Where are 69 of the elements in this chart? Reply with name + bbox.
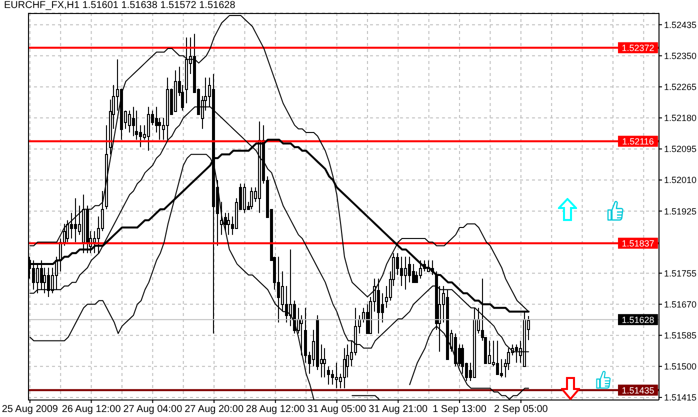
candlestick xyxy=(147,106,150,152)
candlestick xyxy=(158,117,161,140)
candlestick xyxy=(32,260,35,290)
x-tick-label: 31 Aug 21:00 xyxy=(368,404,428,416)
x-tick-label: 25 Aug 2009 xyxy=(2,404,58,416)
candlestick xyxy=(400,256,403,286)
candlestick xyxy=(128,110,131,133)
candlestick xyxy=(40,260,43,290)
candlestick xyxy=(250,186,253,210)
y-tick-label: 1.52265 xyxy=(664,82,697,92)
y-tick-label: 1.52435 xyxy=(664,20,697,30)
candlestick xyxy=(404,256,407,290)
y-tick-label: 1.52350 xyxy=(664,50,697,61)
y-tick-label: 1.51415 xyxy=(664,392,697,403)
x-tick-label: 27 Aug 20:00 xyxy=(184,404,244,416)
ref-line-label: 1.51435 xyxy=(622,385,654,396)
ref-line-label: 1.51837 xyxy=(622,238,654,248)
x-tick-label: 28 Aug 12:00 xyxy=(246,404,306,416)
candlestick xyxy=(132,106,135,137)
candlestick xyxy=(335,362,338,389)
y-tick-label: 1.51670 xyxy=(664,299,697,310)
candlestick xyxy=(343,348,346,389)
y-tick-label: 1.51755 xyxy=(664,268,697,278)
candlestick xyxy=(63,223,66,246)
candlestick xyxy=(500,358,503,378)
candlestick xyxy=(331,370,334,386)
chart-title: EURCHF_FX,H1 1.51601 1.51638 1.51572 1.51628 xyxy=(4,0,236,12)
candlestick xyxy=(366,304,369,334)
x-tick-label: 26 Aug 12:00 xyxy=(62,404,122,416)
candlestick xyxy=(412,264,415,283)
y-tick-label: 1.52095 xyxy=(664,144,697,154)
candlestick xyxy=(323,348,326,378)
candlestick xyxy=(220,201,223,236)
candlestick xyxy=(461,344,464,374)
candlestick xyxy=(70,212,73,239)
ref-line-label: 1.52372 xyxy=(622,42,654,53)
y-tick-label: 1.52180 xyxy=(664,113,697,124)
candlestick xyxy=(419,260,422,280)
candlestick xyxy=(74,198,77,243)
candlestick xyxy=(135,110,138,140)
candlestick xyxy=(47,267,50,298)
ref-line-label: 1.52116 xyxy=(622,136,654,146)
candlestick xyxy=(289,248,292,327)
candlestick xyxy=(43,267,46,294)
x-tick-label: 2 Sep 05:00 xyxy=(494,404,548,416)
candlestick xyxy=(496,340,499,375)
y-tick-label: 1.51500 xyxy=(664,362,697,372)
candlestick xyxy=(227,212,230,236)
candlestick xyxy=(396,252,399,276)
candlestick xyxy=(488,340,491,364)
x-tick-label: 1 Sep 13:00 xyxy=(432,404,487,416)
candlestick xyxy=(381,292,384,324)
candlestick xyxy=(66,220,69,243)
candlestick xyxy=(277,256,280,324)
y-tick-label: 1.51585 xyxy=(664,330,697,341)
candlestick xyxy=(36,264,39,294)
x-tick-label: 31 Aug 05:00 xyxy=(307,404,367,416)
candlestick xyxy=(327,366,330,386)
candlestick xyxy=(243,183,246,214)
candlestick xyxy=(408,256,411,283)
candlestick xyxy=(224,212,227,232)
candlestick xyxy=(285,285,288,324)
candlestick xyxy=(415,270,418,283)
candlestick xyxy=(281,270,284,312)
y-tick-label: 1.52010 xyxy=(664,175,697,186)
ref-line-label: 1.51628 xyxy=(622,314,654,325)
candlestick xyxy=(139,124,142,148)
y-tick-label: 1.51925 xyxy=(664,206,697,216)
x-tick-label: 27 Aug 04:00 xyxy=(123,404,183,416)
